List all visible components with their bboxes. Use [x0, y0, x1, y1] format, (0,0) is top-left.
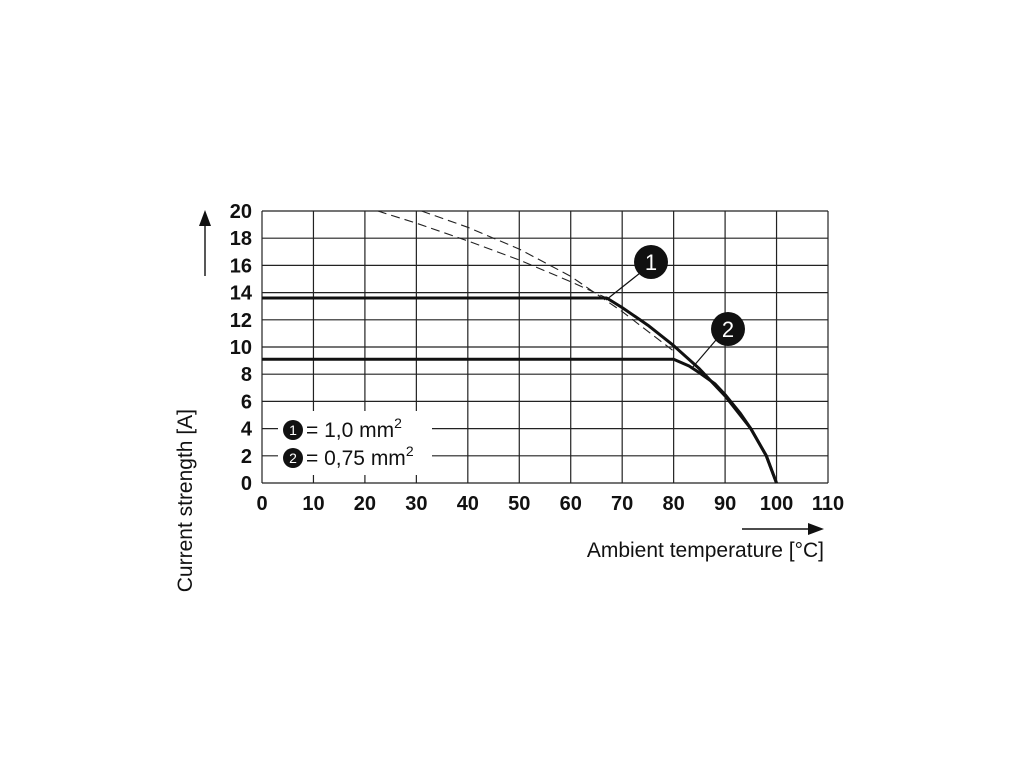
x-tick-label: 80: [663, 493, 685, 515]
y-axis-arrow: [199, 210, 211, 276]
series-line-2: [262, 357, 778, 484]
legend-label-2-sup: 2: [406, 443, 414, 459]
callout-2-circle: [711, 312, 745, 346]
legend-background: [278, 411, 432, 475]
y-tick-label: 16: [230, 255, 252, 277]
x-tick-label: 40: [457, 493, 479, 515]
y-axis-label: Current strength [A]: [174, 409, 197, 592]
callout-1-leader: [605, 272, 641, 301]
legend-item-2: 2 = 0,75 mm2: [283, 443, 414, 470]
legend-marker-2-number: 2: [289, 450, 297, 466]
legend-label-1-sup: 2: [394, 415, 402, 431]
x-axis-label: Ambient temperature [°C]: [587, 539, 824, 562]
x-tick-label: 10: [302, 493, 324, 515]
callout-1-number: 1: [645, 250, 657, 275]
y-tick-label: 18: [230, 228, 252, 250]
callout-1: 1: [605, 245, 668, 301]
x-tick-label: 60: [560, 493, 582, 515]
legend-label-2: = 0,75 mm2: [306, 443, 414, 470]
callout-2-leader: [691, 339, 717, 369]
x-tick-label: 50: [508, 493, 530, 515]
y-tick-label: 12: [230, 310, 252, 332]
callout-2-number: 2: [722, 317, 734, 342]
x-tick-label: 110: [812, 493, 844, 515]
y-tick-label: 8: [241, 364, 252, 386]
x-tick-label: 20: [354, 493, 376, 515]
legend-label-2-text: 0,75 mm: [324, 447, 406, 470]
legend-marker-1: [283, 420, 303, 440]
legend-item-1: 1 = 1,0 mm2: [283, 415, 402, 442]
legend-marker-2: [283, 448, 303, 468]
x-tick-label: 90: [714, 493, 736, 515]
dashed-curve-2: [421, 210, 674, 352]
legend-equals-1: =: [306, 419, 324, 442]
x-tick-label: 30: [405, 493, 427, 515]
legend-equals-2: =: [306, 447, 324, 470]
y-tick-label: 14: [230, 283, 253, 305]
y-tick-label: 6: [241, 391, 252, 413]
callout-1-circle: [634, 245, 668, 279]
legend-label-1-text: 1,0 mm: [324, 419, 394, 442]
y-tick-label: 20: [230, 201, 252, 223]
y-tick-label: 10: [230, 337, 252, 359]
x-tick-label: 100: [760, 493, 793, 515]
y-tick-label: 2: [241, 446, 252, 468]
y-tick-label: 0: [241, 473, 252, 495]
tick-labels: 0 10 20 30 40 50 60 70 80 90 100 110024681012141618…: [230, 201, 844, 515]
y-tick-label: 4: [241, 419, 253, 441]
legend: 1 = 1,0 mm2 2 = 0,75 mm2: [278, 411, 432, 475]
dashed-curves: [377, 210, 674, 352]
legend-marker-1-number: 1: [289, 422, 297, 438]
x-tick-label: 0: [256, 493, 267, 515]
dashed-curve-1: [377, 210, 607, 299]
x-axis-arrow: [742, 523, 824, 535]
legend-label-1: = 1,0 mm2: [306, 415, 402, 442]
x-tick-label: 70: [611, 493, 633, 515]
series-lines: [262, 296, 778, 484]
grid: [261, 210, 829, 484]
callout-2: 2: [691, 312, 745, 369]
